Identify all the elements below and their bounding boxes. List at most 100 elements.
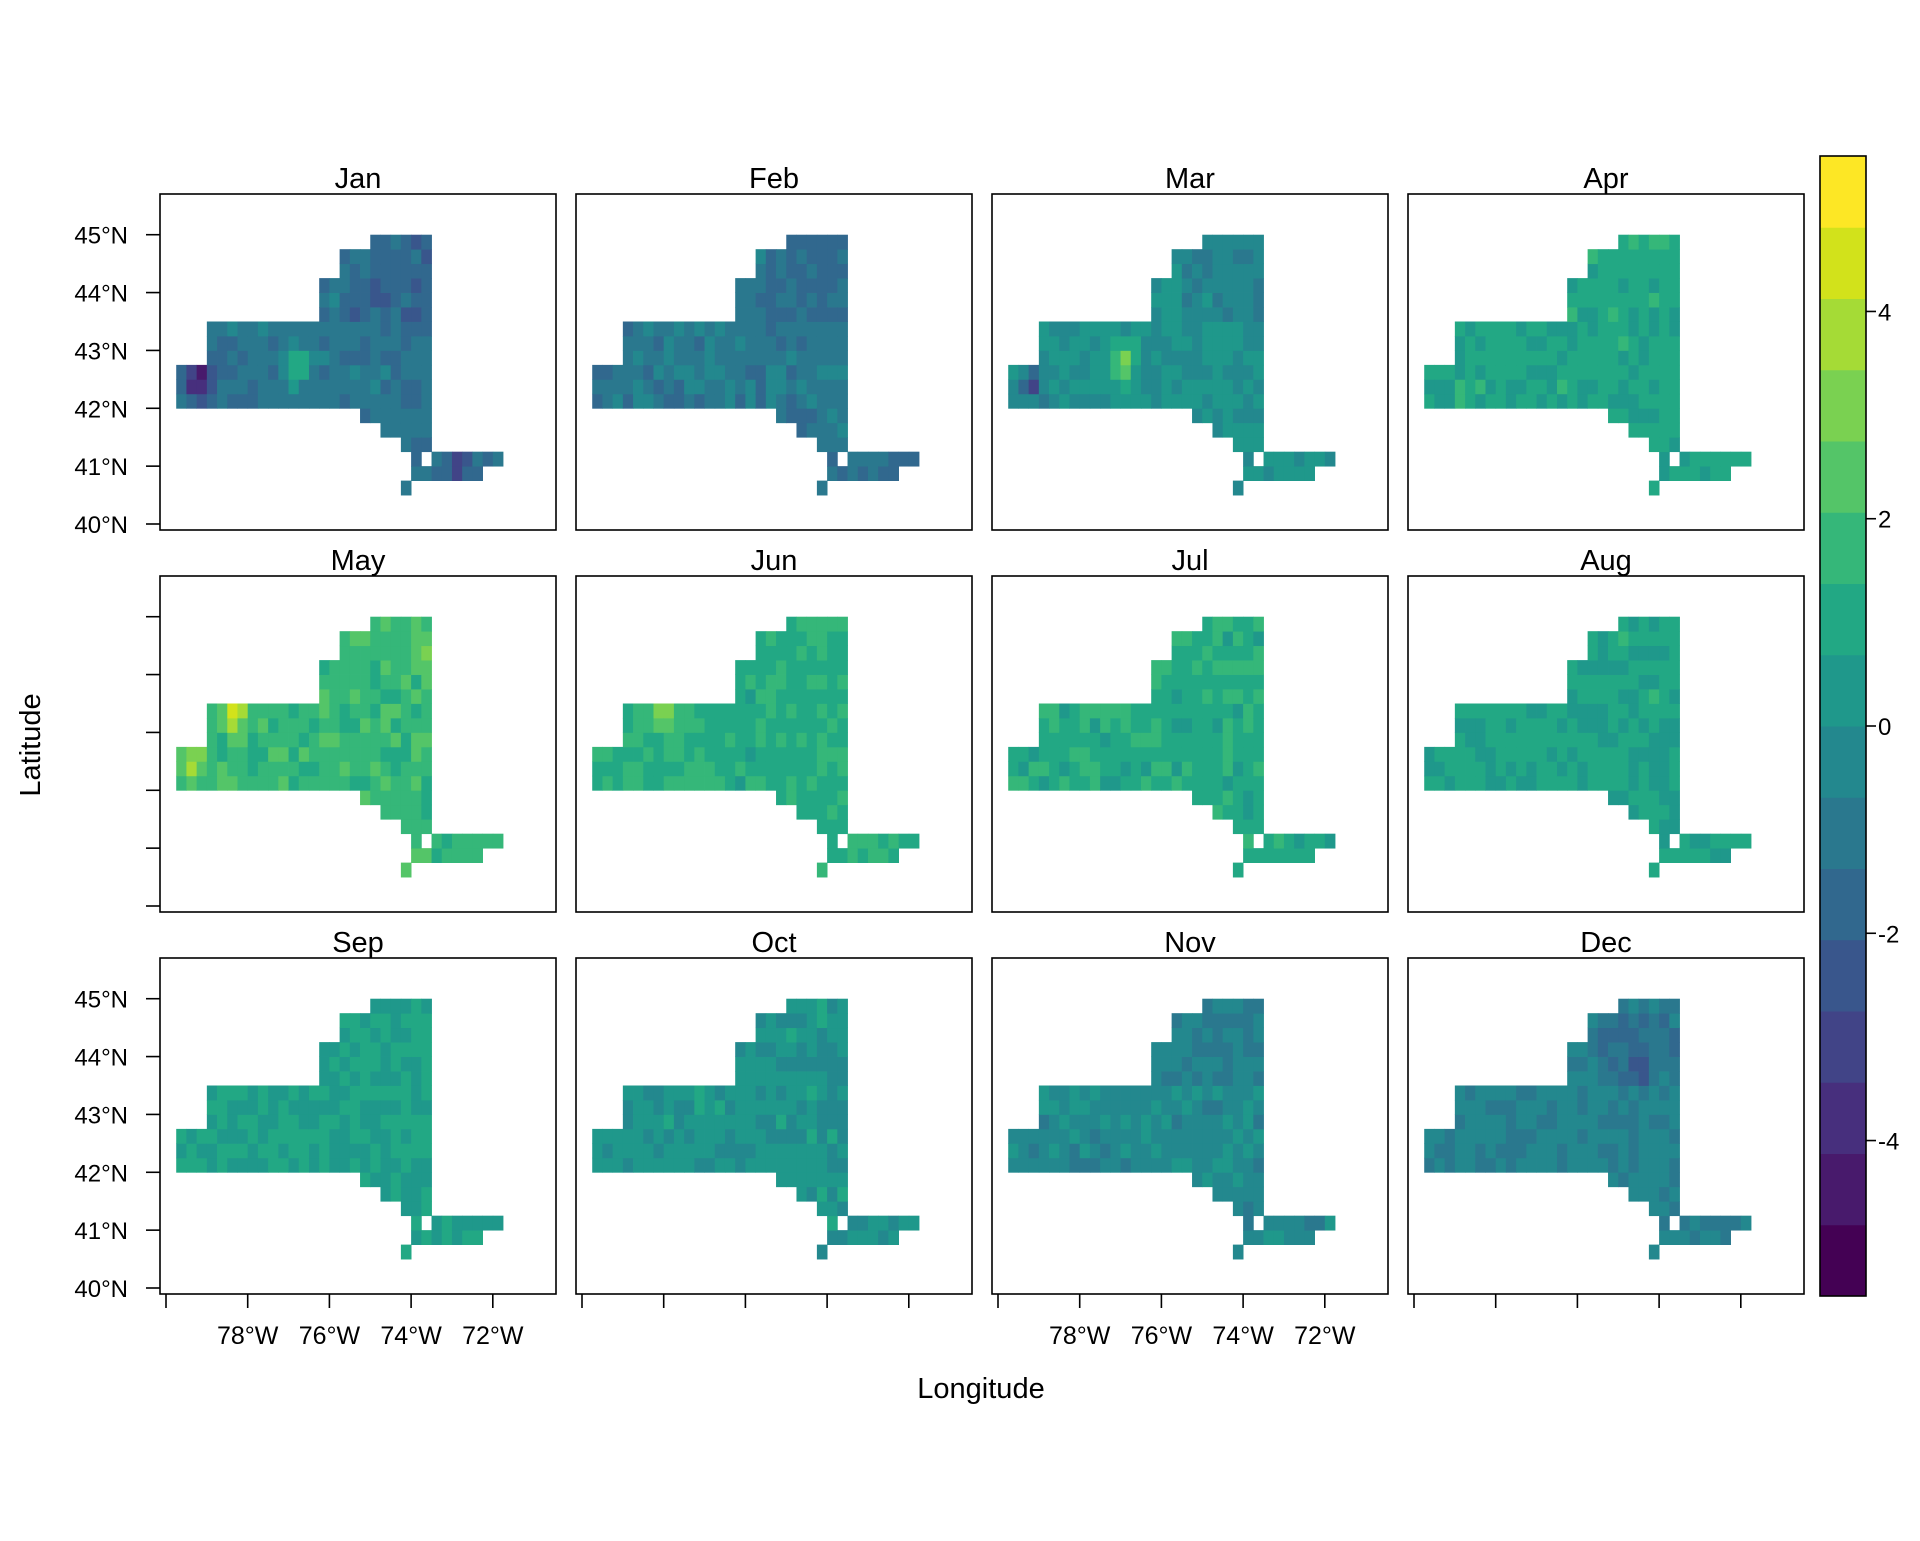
grid-cell [1720, 1215, 1731, 1231]
grid-cell [400, 379, 412, 395]
grid-cell [1659, 631, 1670, 647]
grid-cell [1669, 1143, 1680, 1159]
grid-cell [735, 278, 746, 293]
grid-cell [1424, 364, 1435, 380]
grid-cell [796, 998, 808, 1014]
grid-cell [1202, 1114, 1213, 1130]
grid-cell [694, 1114, 705, 1130]
grid-cell [1253, 335, 1264, 351]
grid-cell [1171, 1085, 1183, 1101]
grid-cell [1038, 717, 1050, 733]
grid-cell [1659, 292, 1670, 308]
grid-cell [745, 674, 757, 690]
grid-cell [673, 1157, 685, 1173]
grid-cell [704, 393, 716, 409]
grid-cell [745, 350, 757, 366]
grid-cell [1638, 631, 1650, 647]
grid-cell [1181, 292, 1193, 308]
grid-cell [370, 1027, 381, 1043]
grid-cell [1069, 1128, 1081, 1144]
grid-cell [380, 1186, 392, 1202]
grid-cell [847, 1215, 859, 1231]
grid-cell [1232, 263, 1244, 279]
grid-cell [1069, 1143, 1081, 1159]
grid-cell [400, 717, 412, 733]
grid-cell [1018, 761, 1030, 777]
grid-cell [1465, 350, 1476, 366]
grid-cell [1243, 689, 1254, 704]
grid-cell [1222, 717, 1234, 733]
grid-cell [1740, 1215, 1752, 1231]
grid-cell [1495, 746, 1507, 762]
grid-cell [612, 775, 624, 791]
grid-cell [1689, 1230, 1701, 1245]
grid-cell [1140, 775, 1152, 791]
grid-cell [400, 292, 412, 308]
grid-cell [1243, 775, 1254, 791]
grid-cell [837, 1056, 848, 1072]
grid-cell [380, 804, 392, 820]
grid-cell [1516, 1114, 1527, 1130]
grid-cell [1181, 732, 1193, 748]
grid-cell [1243, 1186, 1254, 1202]
grid-cell [857, 466, 869, 481]
grid-cell [247, 364, 259, 380]
grid-cell [1192, 1071, 1203, 1086]
grid-cell [451, 848, 463, 863]
grid-cell [1171, 278, 1183, 293]
grid-cell [1263, 466, 1275, 481]
grid-cell [1556, 379, 1568, 395]
grid-cell [390, 321, 402, 337]
grid-cell [360, 689, 371, 704]
grid-cell [1475, 775, 1486, 791]
grid-cell [206, 746, 218, 762]
grid-cell [298, 321, 310, 337]
grid-cell [1202, 1027, 1213, 1043]
grid-cell [1638, 1186, 1650, 1202]
grid-cell [1567, 1099, 1578, 1115]
grid-cell [339, 278, 351, 293]
grid-cell [1273, 1230, 1285, 1245]
grid-cell [451, 451, 463, 467]
grid-cell [1089, 717, 1101, 733]
grid-cell [1608, 307, 1619, 322]
grid-cell [1140, 717, 1152, 733]
panel-title: Dec [1580, 927, 1632, 959]
grid-cell [411, 804, 422, 820]
colorbar-segment [1820, 1082, 1866, 1154]
grid-cell [1495, 335, 1507, 351]
grid-cell [268, 1128, 279, 1144]
grid-cell [1587, 1027, 1599, 1043]
grid-cell [622, 350, 634, 366]
y-axis-title: Latitude [15, 693, 47, 796]
grid-cell [1567, 1085, 1578, 1101]
grid-cell [806, 732, 818, 748]
grid-cell [1434, 1143, 1446, 1159]
grid-cell [776, 746, 787, 762]
grid-cell [735, 393, 746, 409]
grid-cell [837, 1085, 848, 1101]
grid-cell [1232, 1071, 1244, 1086]
grid-cell [421, 1230, 432, 1245]
grid-cell [1120, 1099, 1132, 1115]
grid-cell [1587, 1157, 1599, 1173]
grid-cell [421, 1114, 432, 1130]
grid-cell [837, 717, 848, 733]
grid-cell [1475, 746, 1486, 762]
grid-cell [186, 1143, 198, 1159]
grid-cell [633, 350, 644, 366]
grid-cell [1638, 234, 1650, 250]
grid-cell [704, 1128, 716, 1144]
grid-cell [643, 335, 654, 351]
grid-cell [1243, 790, 1254, 806]
grid-cell [1151, 1143, 1162, 1159]
grid-cell [390, 335, 402, 351]
grid-cell [806, 335, 818, 351]
grid-cell [380, 616, 392, 632]
grid-cell [1597, 631, 1609, 647]
grid-cell [1161, 1143, 1173, 1159]
grid-cell [653, 379, 665, 395]
grid-cell [1618, 1128, 1629, 1144]
grid-cell [1222, 1143, 1234, 1159]
grid-cell [1222, 631, 1234, 647]
